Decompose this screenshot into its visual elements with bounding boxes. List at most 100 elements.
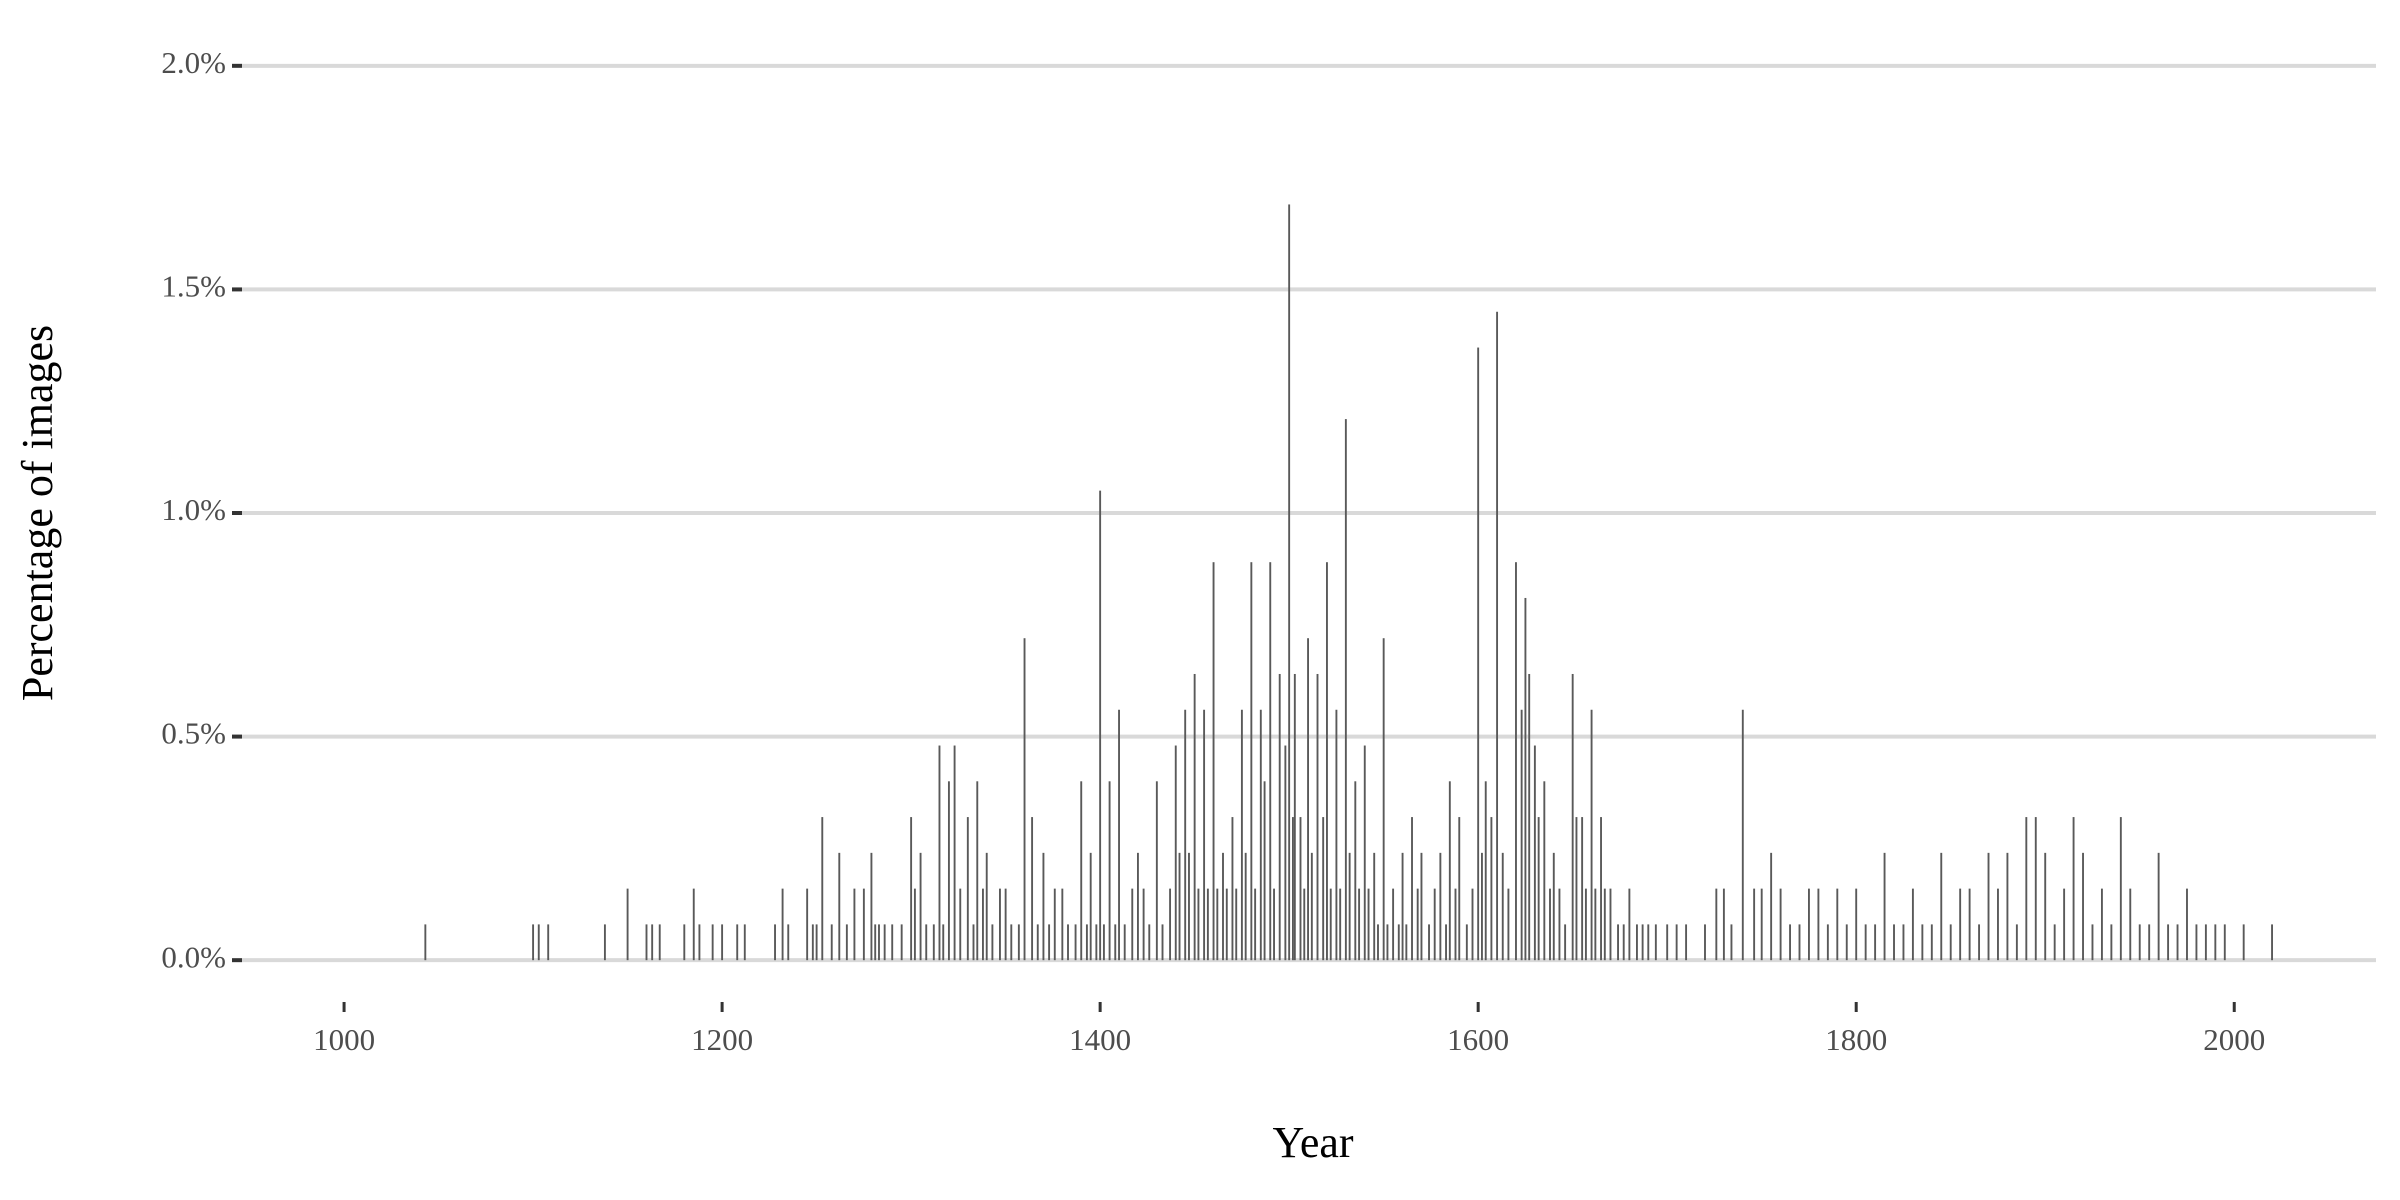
- bar: [1161, 924, 1164, 961]
- bar: [1741, 709, 1744, 961]
- bar: [1382, 638, 1385, 961]
- bar: [1949, 924, 1952, 961]
- bar: [1940, 852, 1943, 961]
- bar: [2195, 924, 2198, 961]
- bar: [2082, 852, 2084, 961]
- bar: [1600, 817, 1602, 961]
- bar: [1216, 888, 1219, 961]
- bar: [721, 924, 724, 961]
- bar: [1808, 888, 1810, 961]
- bar: [1584, 888, 1587, 961]
- bar: [1420, 852, 1423, 961]
- bar: [736, 924, 739, 961]
- bar: [1959, 888, 1962, 961]
- bar: [2186, 888, 2188, 961]
- bar: [966, 817, 969, 961]
- bar: [1329, 888, 1332, 961]
- bar: [1641, 924, 1644, 961]
- bar: [2100, 888, 2103, 961]
- bar: [1061, 888, 1064, 961]
- bar: [1386, 924, 1389, 961]
- bar: [1654, 924, 1657, 961]
- bar: [1471, 888, 1474, 961]
- bar: [1549, 888, 1551, 961]
- bar: [1348, 852, 1351, 961]
- bar: [1155, 781, 1158, 961]
- bar: [1291, 817, 1294, 961]
- y-tick-label: 0.0%: [161, 939, 226, 974]
- bar: [811, 924, 814, 961]
- bar: [1779, 888, 1782, 961]
- bar: [1293, 673, 1296, 961]
- bar: [1310, 852, 1313, 961]
- bar: [1225, 888, 1228, 961]
- bar: [1501, 852, 1504, 961]
- bar: [1978, 924, 1981, 961]
- bar: [1490, 817, 1493, 961]
- bar: [1102, 924, 1105, 961]
- bar: [1188, 852, 1190, 961]
- bar: [1575, 817, 1578, 961]
- bar: [862, 888, 865, 961]
- bar: [537, 924, 540, 961]
- bar: [1335, 709, 1338, 961]
- bar: [1515, 562, 1517, 961]
- bar: [2129, 888, 2132, 961]
- bar: [1524, 597, 1527, 961]
- bar: [1048, 924, 1051, 961]
- bar: [913, 888, 916, 961]
- bar: [1874, 924, 1877, 961]
- x-tick-label: 1200: [691, 1022, 753, 1057]
- bar: [1235, 888, 1238, 961]
- bar: [1259, 709, 1262, 961]
- bar: [1730, 924, 1733, 961]
- bar: [1401, 852, 1404, 961]
- bar: [1203, 709, 1206, 961]
- bar: [1010, 924, 1013, 961]
- bar: [806, 888, 809, 961]
- bar: [1416, 888, 1419, 961]
- bar: [1789, 924, 1791, 961]
- bar: [1053, 888, 1056, 961]
- bar: [1278, 673, 1281, 961]
- bar: [959, 888, 962, 961]
- bar: [1439, 852, 1442, 961]
- bar: [1798, 924, 1801, 961]
- bar: [2204, 924, 2207, 961]
- bar: [1095, 924, 1098, 961]
- bar: [2119, 817, 2122, 961]
- x-tick-label: 1400: [1069, 1022, 1131, 1057]
- bar: [1609, 888, 1612, 961]
- bar: [947, 781, 950, 961]
- bar: [1622, 924, 1625, 961]
- bar: [1997, 888, 1999, 961]
- bar: [1883, 852, 1886, 961]
- bar: [1864, 924, 1867, 961]
- bar: [1902, 924, 1905, 961]
- bar: [1114, 924, 1117, 961]
- bar: [1968, 888, 1971, 961]
- bar: [711, 924, 714, 961]
- bar: [1316, 673, 1319, 961]
- bar: [910, 817, 913, 961]
- bar: [1817, 888, 1820, 961]
- bar: [692, 888, 695, 961]
- bar: [1174, 745, 1177, 961]
- x-tick-label: 2000: [2203, 1022, 2265, 1057]
- bar: [1428, 924, 1430, 961]
- bar: [2271, 924, 2273, 961]
- bar: [1704, 924, 1706, 961]
- bar: [1373, 852, 1376, 961]
- bar: [1339, 888, 1342, 961]
- bar: [547, 924, 550, 961]
- bar: [853, 888, 856, 961]
- bar: [1397, 924, 1400, 961]
- bar: [815, 924, 818, 961]
- bar: [2006, 852, 2009, 961]
- y-axis-title: Percentage of images: [13, 325, 62, 701]
- bar: [658, 924, 661, 961]
- bar: [1254, 888, 1257, 961]
- bar: [1543, 781, 1546, 961]
- bar: [1581, 817, 1584, 961]
